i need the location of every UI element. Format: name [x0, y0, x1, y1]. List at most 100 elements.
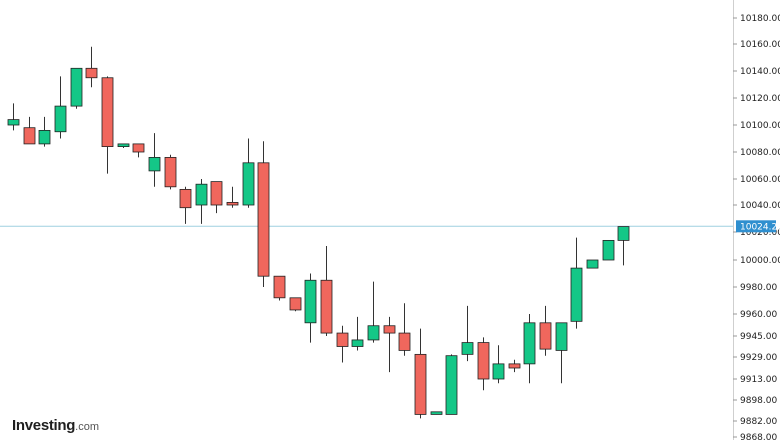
candle-body-down [508, 363, 521, 369]
candle-body-up [242, 162, 255, 206]
candle-body-down [383, 325, 396, 334]
candle [461, 305, 474, 362]
candle [586, 259, 599, 269]
candle-body-down [539, 322, 552, 350]
candle-body-up [54, 105, 67, 133]
candle [477, 337, 490, 391]
candle-body-up [195, 183, 208, 206]
price-tick-label: 9929.00 [740, 353, 777, 363]
candle [570, 237, 583, 329]
candle [117, 143, 130, 148]
candle-body-down [336, 332, 349, 347]
candle-body-up [555, 322, 568, 351]
current-price-label: 10024.22 [740, 222, 780, 232]
candle-body-down [477, 342, 490, 380]
candle [617, 226, 630, 266]
price-tick-label: 9882.00 [740, 417, 777, 427]
price-tick-label: 10040.00 [740, 201, 780, 211]
price-tick-label: 10080.00 [740, 148, 780, 158]
price-tick-label: 10000.00 [740, 256, 780, 266]
candle [289, 297, 302, 312]
candle [242, 138, 255, 208]
candle-body-down [257, 162, 270, 277]
candle-body-up [586, 259, 599, 269]
candle [508, 359, 521, 373]
candle-body-down [101, 77, 114, 147]
candle [273, 275, 286, 301]
candle-body-down [414, 353, 427, 415]
price-tick-label: 9913.00 [740, 375, 777, 385]
candle [195, 179, 208, 224]
candle-body-up [602, 239, 615, 261]
price-tick-label: 9960.00 [740, 310, 777, 320]
candle-body-down [289, 297, 302, 311]
price-tick-label: 9898.00 [740, 396, 777, 406]
candle [179, 186, 192, 224]
candle-body-up [445, 355, 458, 415]
price-tick-label: 10160.00 [740, 40, 780, 50]
candle-body-up [38, 129, 51, 145]
candle [492, 345, 505, 384]
current-price-badge [736, 220, 776, 233]
candle [602, 239, 615, 261]
candle-body-up [351, 339, 364, 347]
candle [226, 186, 239, 208]
candle-body-down [23, 127, 36, 145]
price-tick-label: 9980.00 [740, 283, 777, 293]
candle [320, 246, 333, 336]
candle [7, 103, 20, 131]
candle-body-up [461, 342, 474, 355]
candle-body-up [617, 226, 630, 241]
candle [523, 314, 536, 384]
candles-group [7, 46, 630, 419]
current-price-badge-group: 10024.22 [736, 220, 780, 233]
candle-body-up [148, 156, 161, 172]
candle [85, 46, 98, 88]
candle-body-down [320, 279, 333, 334]
candle-body-up [7, 119, 20, 126]
candle [367, 281, 380, 343]
price-tick-label: 10140.00 [740, 67, 780, 77]
logo-suffix: .com [75, 421, 99, 433]
price-tick-label: 10120.00 [740, 94, 780, 104]
candle [23, 116, 36, 145]
candle [539, 305, 552, 356]
price-tick-label: 9868.00 [740, 433, 777, 440]
candle [210, 181, 223, 214]
candle [383, 316, 396, 373]
candle-body-up [304, 279, 317, 324]
price-axis[interactable]: 10180.00 10160.00 10140.00 10120.00 10100.00… [733, 14, 780, 440]
candle-body-down [85, 67, 98, 79]
candle [414, 328, 427, 419]
candle [445, 354, 458, 415]
candle-body-up [492, 363, 505, 380]
candle-body-down [164, 156, 177, 188]
price-tick-label: 10100.00 [740, 121, 780, 131]
candle-body-up [367, 325, 380, 341]
candle-body-down [273, 275, 286, 299]
candle [304, 273, 317, 343]
candle [430, 411, 443, 415]
candle-body-up [523, 322, 536, 365]
candle [54, 76, 67, 139]
candle [257, 141, 270, 287]
logo-wordmark: Investing [12, 417, 76, 434]
price-tick-label: 10060.00 [740, 175, 780, 185]
candle [555, 322, 568, 384]
candle [164, 154, 177, 190]
candle [101, 76, 114, 174]
candle-body-down [210, 181, 223, 206]
candle [70, 67, 83, 109]
candle-body-up [570, 267, 583, 322]
candle [38, 116, 51, 147]
price-tick-label: 10020.00 [740, 228, 780, 238]
candle-body-down [132, 143, 145, 153]
candle [148, 133, 161, 187]
candle-body-down [398, 332, 411, 351]
price-tick-label: 10180.00 [740, 14, 780, 24]
candle [132, 143, 145, 158]
candle-body-down [226, 201, 239, 206]
price-tick-label: 9945.00 [740, 332, 777, 342]
investing-logo: Investing.com [12, 417, 99, 435]
